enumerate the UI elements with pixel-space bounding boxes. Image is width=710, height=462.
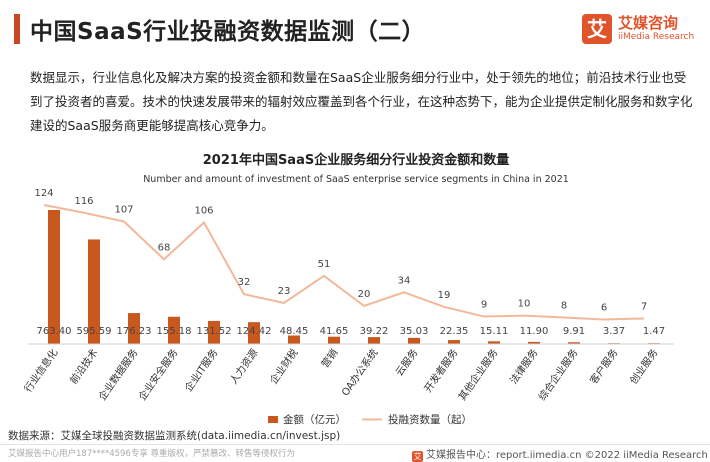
x-tick-label-14: 综合企业服务 [535,346,580,403]
x-tick-label-6: 人力资源 [227,346,261,386]
title-accent-bar [14,14,20,44]
chart-legend: 金额（亿元） 投融资数量（起） [268,413,472,426]
bar-5 [208,320,220,344]
count-label-6: 32 [238,277,251,288]
bar-7 [288,335,300,344]
count-label-8: 51 [318,259,331,270]
x-tick-label-9: OA办公系统 [339,346,381,398]
x-tick-label-3: 企业数据服务 [95,346,140,403]
count-label-16: 7 [641,301,647,312]
amount-label-9: 39.22 [360,326,389,337]
amount-label-16: 1.47 [643,326,665,337]
legend-label-count: 投融资数量（起） [388,413,472,426]
bar-14 [568,342,580,344]
count-label-3: 107 [114,204,133,215]
count-label-12: 9 [481,300,487,311]
x-tick-label-16: 创业服务 [627,346,661,386]
count-label-9: 20 [358,289,371,300]
x-tick-label-15: 客户服务 [587,346,621,386]
x-tick-label-12: 其他企业服务 [455,346,500,403]
bar-4 [168,316,180,344]
logo-cn-text: 艾媒咨询 [618,14,679,32]
bar-8 [328,336,340,344]
count-label-15: 6 [601,302,607,313]
x-tick-label-10: 云服务 [393,346,421,378]
bar-13 [528,341,540,344]
iimedia-icon: 艾 [412,451,423,462]
count-label-5: 106 [194,205,213,216]
footer-report-center: 艾艾媒报告中心：report.iimedia.cn ©2022 iiMedia … [412,446,710,462]
line-layer [43,204,645,321]
bar-10 [408,337,420,344]
amount-label-11: 22.35 [440,326,469,337]
bars-layer [48,210,660,344]
amount-label-12: 15.11 [480,326,509,337]
intro-paragraph: 数据显示，行业信息化及解决方案的投资金额和数量在SaaS企业服务细分行业中，处于… [30,70,693,133]
logo-en-text: iiMedia Research [618,32,695,42]
count-label-11: 19 [438,290,451,301]
amount-label-7: 48.45 [280,326,309,337]
x-tick-label-11: 开发者服务 [421,346,460,394]
amount-label-5: 131.52 [197,326,232,337]
labels-layer: 124 116 107 68 106 32 23 51 20 34 19 9 10 8 6 7 763.40 59… [34,188,665,337]
amount-label-8: 41.65 [320,326,349,337]
count-label-10: 34 [398,275,411,286]
x-tick-label-13: 法律服务 [507,346,541,386]
amount-label-15: 3.37 [603,326,625,337]
amount-label-4: 155.18 [157,326,192,337]
page-title: 中国SaaS行业投融资数据监测（二） [30,19,426,45]
legend-swatch-amount [268,416,278,423]
amount-label-14: 9.91 [563,326,585,337]
count-label-1: 124 [34,188,53,199]
x-tick-label-4: 企业安全服务 [135,346,180,403]
bar-3 [128,313,140,344]
count-label-4: 68 [158,242,171,253]
data-source: 数据来源：艾媒全球投融资数据监测系统(data.iimedia.cn/inves… [8,430,341,442]
amount-label-1: 763.40 [37,326,72,337]
chart-subtitle: Number and amount of investment of SaaS … [143,174,569,185]
x-tick-label-2: 前沿技术 [67,346,101,386]
footer-report-text: 艾媒报告中心：report.iimedia.cn ©2022 iiMedia R… [426,450,710,461]
count-label-13: 10 [518,299,531,310]
amount-label-6: 124.42 [237,326,272,337]
count-label-2: 116 [74,196,93,207]
count-label-14: 8 [561,301,567,312]
bar-11 [448,340,460,344]
x-tick-label-5: 企业IT服务 [182,346,221,394]
amount-label-10: 35.03 [400,326,429,337]
count-label-7: 23 [278,286,291,297]
footer-copyright-notice: 艾媒报告中心用户187****4596专享 尊重版权，严禁篡改、转售等侵权行为 [8,449,296,459]
bar-9 [368,337,380,344]
x-tick-label-8: 营销 [318,346,340,370]
count-line [43,204,645,321]
bar-6 [248,322,260,344]
iimedia-logo: 艾 艾媒咨询 iiMedia Research [582,12,702,48]
amount-label-13: 11.90 [520,326,549,337]
legend-label-amount: 金额（亿元） [283,413,346,426]
x-tick-label-7: 企业财税 [267,346,301,386]
chart-title: 2021年中国SaaS企业服务细分行业投资金额和数量 [203,152,509,168]
logo-mark-icon: 艾 [582,14,612,44]
amount-label-2: 595.59 [77,326,112,337]
bar-1 [48,210,60,344]
bar-2 [88,239,100,344]
amount-label-3: 176.23 [117,326,152,337]
bar-12 [488,341,500,344]
x-tick-label-1: 行业信息化 [21,346,60,394]
footer-divider [0,444,710,445]
